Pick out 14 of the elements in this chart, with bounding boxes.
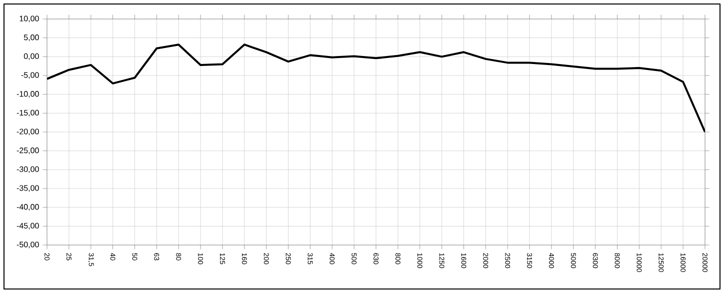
line-series <box>47 44 705 134</box>
y-tick-label: -40,00 <box>16 204 39 211</box>
y-tick-label: -30,00 <box>16 166 39 173</box>
y-tick-label: 10,00 <box>20 16 39 22</box>
y-tick-label: -45,00 <box>16 222 39 230</box>
y-tick-label: -5,00 <box>21 72 39 79</box>
y-tick-label: -20,00 <box>16 128 39 136</box>
y-tick-label: 5,00 <box>24 34 39 42</box>
y-tick-label: -35,00 <box>16 185 39 192</box>
y-tick-label: -25,00 <box>16 148 39 154</box>
y-tick-label: -15,00 <box>16 110 39 116</box>
y-tick-label: 0,00 <box>24 53 39 60</box>
y-tick-label: -10,00 <box>16 91 39 98</box>
y-tick-label: -50,00 <box>16 242 39 248</box>
